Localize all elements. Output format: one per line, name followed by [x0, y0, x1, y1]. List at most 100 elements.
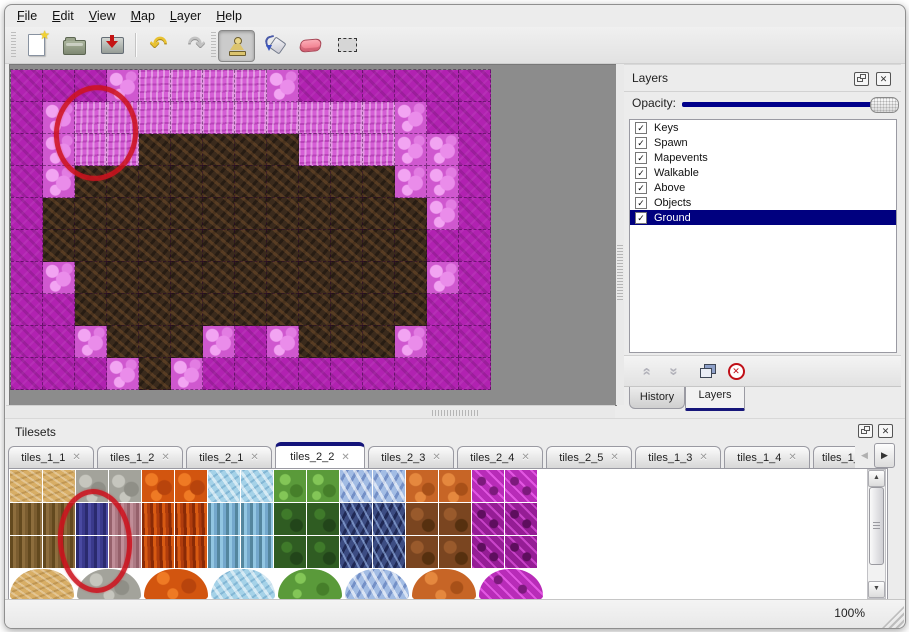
map-tile[interactable] [203, 166, 235, 198]
map-tile[interactable] [267, 166, 299, 198]
tileset-tile-vinedark[interactable] [307, 536, 339, 568]
map-tile[interactable] [203, 70, 235, 102]
map-tile[interactable] [427, 358, 459, 390]
tileset-tile-crystal[interactable] [373, 470, 405, 502]
layer-visibility-checkbox[interactable]: ✓ [635, 136, 647, 149]
tileset-tile-pebble[interactable] [406, 470, 438, 502]
tileset-blob-sand[interactable] [10, 569, 74, 599]
map-tile[interactable] [203, 294, 235, 326]
tileset-tab-tiles_1_1[interactable]: tiles_1_1 ✕ [8, 446, 94, 468]
menu-edit[interactable]: Edit [52, 9, 74, 23]
tileset-tile-navy[interactable] [76, 503, 108, 535]
map-canvas[interactable] [9, 64, 617, 406]
map-tile[interactable] [331, 358, 363, 390]
tab-close-icon[interactable]: ✕ [521, 452, 530, 463]
tileset-tile-ice[interactable] [208, 470, 240, 502]
tileset-tile-lava[interactable] [175, 470, 207, 502]
map-tile[interactable] [395, 294, 427, 326]
tab-layers[interactable]: Layers [685, 387, 745, 411]
map-tile[interactable] [203, 358, 235, 390]
layer-visibility-checkbox[interactable]: ✓ [635, 166, 647, 179]
layer-visibility-checkbox[interactable]: ✓ [635, 181, 647, 194]
map-tile[interactable] [107, 166, 139, 198]
tileset-tab-tiles_1_[interactable]: tiles_1_ [813, 446, 855, 468]
map-tile[interactable] [427, 326, 459, 358]
tileset-tile-navy[interactable] [76, 536, 108, 568]
map-tile[interactable] [139, 294, 171, 326]
tileset-tile-crystaldark[interactable] [373, 503, 405, 535]
map-tile[interactable] [139, 198, 171, 230]
map-tile[interactable] [107, 326, 139, 358]
map-tile[interactable] [235, 102, 267, 134]
map-tile[interactable] [139, 358, 171, 390]
map-tile[interactable] [203, 198, 235, 230]
scrollbar-thumb[interactable] [869, 487, 884, 565]
tab-scroll-right-button[interactable]: ▶ [874, 443, 895, 468]
map-tile[interactable] [459, 70, 491, 102]
map-tile[interactable] [11, 134, 43, 166]
map-tile[interactable] [107, 262, 139, 294]
layer-visibility-checkbox[interactable]: ✓ [635, 211, 647, 224]
scroll-up-icon[interactable]: ▲ [868, 470, 885, 487]
tileset-tile-crystaldark[interactable] [373, 536, 405, 568]
map-tile[interactable] [395, 198, 427, 230]
tab-close-icon[interactable]: ✕ [788, 452, 797, 463]
map-tile[interactable] [363, 198, 395, 230]
tileset-tile-crystal[interactable] [340, 470, 372, 502]
map-tile[interactable] [107, 358, 139, 390]
map-tile[interactable] [171, 134, 203, 166]
tileset-blob-lava[interactable] [144, 569, 208, 599]
map-tile[interactable] [267, 326, 299, 358]
tileset-tile-vine[interactable] [307, 470, 339, 502]
map-tile[interactable] [75, 262, 107, 294]
opacity-slider[interactable] [682, 102, 874, 107]
map-tile[interactable] [171, 70, 203, 102]
map-tile[interactable] [331, 166, 363, 198]
layer-row-above[interactable]: ✓ Above [630, 180, 896, 195]
map-tile[interactable] [11, 326, 43, 358]
panel-float-button[interactable] [854, 72, 869, 86]
map-tile[interactable] [267, 102, 299, 134]
map-tile[interactable] [43, 102, 75, 134]
map-tile[interactable] [363, 262, 395, 294]
map-tile[interactable] [43, 358, 75, 390]
redo-button[interactable]: ↷ [179, 30, 214, 60]
map-tile[interactable] [267, 230, 299, 262]
tileset-tile-mauve[interactable] [109, 503, 141, 535]
tileset-tab-tiles_1_4[interactable]: tiles_1_4 ✕ [724, 446, 810, 468]
map-tile[interactable] [11, 102, 43, 134]
map-tile[interactable] [235, 262, 267, 294]
map-tile[interactable] [363, 326, 395, 358]
map-tile[interactable] [267, 134, 299, 166]
map-tile[interactable] [267, 198, 299, 230]
eraser-tool-button[interactable] [293, 30, 328, 60]
map-tile[interactable] [11, 166, 43, 198]
map-tile[interactable] [299, 230, 331, 262]
layer-row-mapevents[interactable]: ✓ Mapevents [630, 150, 896, 165]
layer-row-walkable[interactable]: ✓ Walkable [630, 165, 896, 180]
map-tile[interactable] [427, 102, 459, 134]
map-tile[interactable] [203, 102, 235, 134]
stamp-tool-button[interactable] [218, 30, 255, 62]
map-tile[interactable] [363, 294, 395, 326]
map-tile[interactable] [11, 230, 43, 262]
map-tile[interactable] [107, 230, 139, 262]
map-tile[interactable] [43, 70, 75, 102]
tab-scroll-left-button[interactable]: ◀ [861, 450, 868, 460]
tileset-tile-webdark[interactable] [472, 503, 504, 535]
map-tile[interactable] [43, 166, 75, 198]
map-tile[interactable] [427, 198, 459, 230]
map-tile[interactable] [427, 166, 459, 198]
map-tile[interactable] [171, 262, 203, 294]
map-tile[interactable] [395, 358, 427, 390]
tab-close-icon[interactable]: ✕ [432, 452, 441, 463]
map-tile[interactable] [107, 70, 139, 102]
map-tile[interactable] [299, 326, 331, 358]
map-tile[interactable] [331, 230, 363, 262]
map-tile[interactable] [75, 294, 107, 326]
map-tile[interactable] [107, 198, 139, 230]
map-tile[interactable] [11, 262, 43, 294]
layer-row-spawn[interactable]: ✓ Spawn [630, 135, 896, 150]
tileset-tile-lava[interactable] [142, 470, 174, 502]
map-tile[interactable] [235, 326, 267, 358]
